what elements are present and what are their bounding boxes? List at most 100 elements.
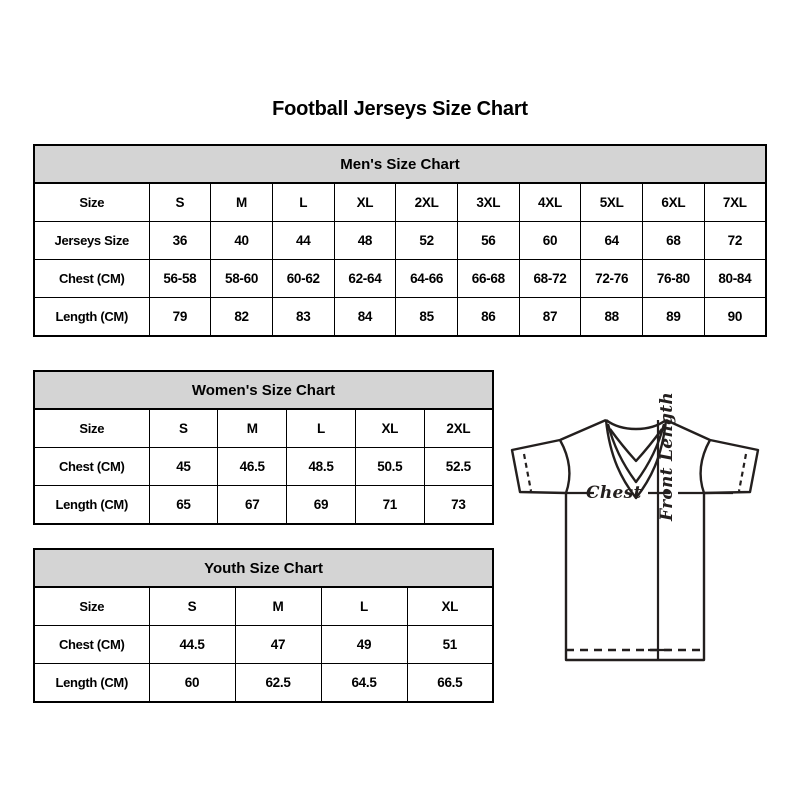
- diagram-front-length-label: Front Length: [657, 391, 677, 521]
- youth-chart-caption: Youth Size Chart: [33, 548, 494, 588]
- table-cell: 72-76: [580, 259, 643, 298]
- table-row: Size S M L XL: [33, 586, 494, 626]
- table-cell: 65: [148, 485, 219, 525]
- table-row: Chest (CM) 44.5 47 49 51: [33, 625, 494, 664]
- table-cell: 50.5: [354, 447, 425, 486]
- table-cell: 58-60: [210, 259, 273, 298]
- table-cell: L: [286, 408, 356, 448]
- table-row: Length (CM) 65 67 69 71 73: [33, 485, 494, 525]
- table-cell: 56: [456, 221, 520, 260]
- womens-chart-caption: Women's Size Chart: [33, 370, 494, 410]
- table-caption-row: Men's Size Chart: [33, 144, 767, 184]
- table-cell: 2XL: [395, 182, 458, 222]
- table-cell: 56-58: [148, 259, 212, 298]
- table-row: Chest (CM) 56-58 58-60 60-62 62-64 64-66…: [33, 259, 767, 298]
- table-cell: 86: [456, 297, 520, 337]
- table-cell: 67: [217, 485, 288, 525]
- table-cell: 44.5: [148, 625, 236, 664]
- row-label: Chest (CM): [33, 447, 150, 486]
- table-cell: 49: [320, 625, 408, 664]
- table-cell: 64: [580, 221, 643, 260]
- table-cell: 40: [210, 221, 273, 260]
- table-cell: 36: [148, 221, 212, 260]
- table-row: Jerseys Size 36 40 44 48 52 56 60 64 68 …: [33, 221, 767, 260]
- table-cell: L: [271, 182, 335, 222]
- table-cell: 71: [354, 485, 425, 525]
- womens-size-chart-table: Women's Size Chart Size S M L XL 2XL Che…: [33, 370, 494, 525]
- table-cell: 68-72: [518, 259, 582, 298]
- table-cell: 89: [642, 297, 705, 337]
- table-cell: 45: [148, 447, 219, 486]
- table-cell: S: [148, 182, 212, 222]
- table-cell: 83: [271, 297, 335, 337]
- table-cell: 60-62: [271, 259, 335, 298]
- table-cell: 46.5: [217, 447, 288, 486]
- table-cell: L: [320, 586, 408, 626]
- table-cell: XL: [354, 408, 425, 448]
- table-cell: 69: [286, 485, 356, 525]
- mens-chart-caption: Men's Size Chart: [33, 144, 767, 184]
- table-cell: 73: [423, 485, 494, 525]
- table-cell: 62-64: [333, 259, 397, 298]
- table-cell: 4XL: [518, 182, 582, 222]
- table-caption-row: Women's Size Chart: [33, 370, 494, 410]
- table-cell: 68: [642, 221, 705, 260]
- mens-size-chart-table: Men's Size Chart Size S M L XL 2XL 3XL 4…: [33, 144, 767, 337]
- table-cell: 3XL: [456, 182, 520, 222]
- youth-size-chart-table: Youth Size Chart Size S M L XL Chest (CM…: [33, 548, 495, 703]
- table-caption-row: Youth Size Chart: [33, 548, 494, 588]
- table-cell: 90: [703, 297, 767, 337]
- table-cell: 84: [333, 297, 397, 337]
- table-row: Length (CM) 60 62.5 64.5 66.5: [33, 663, 494, 703]
- table-cell: M: [217, 408, 288, 448]
- table-cell: 79: [148, 297, 212, 337]
- diagram-chest-label: Chest: [586, 483, 642, 503]
- table-cell: 60: [518, 221, 582, 260]
- table-row: Chest (CM) 45 46.5 48.5 50.5 52.5: [33, 447, 494, 486]
- table-cell: 2XL: [423, 408, 494, 448]
- row-label: Length (CM): [33, 485, 150, 525]
- table-cell: S: [148, 408, 219, 448]
- table-cell: 87: [518, 297, 582, 337]
- table-cell: 62.5: [234, 663, 322, 703]
- table-cell: XL: [406, 586, 494, 626]
- row-label: Size: [33, 408, 150, 448]
- page-title: Football Jerseys Size Chart: [272, 98, 528, 120]
- row-label: Size: [33, 586, 150, 626]
- table-cell: 76-80: [642, 259, 705, 298]
- row-label: Jerseys Size: [33, 221, 150, 260]
- table-cell: 48: [333, 221, 397, 260]
- table-cell: 47: [234, 625, 322, 664]
- table-cell: XL: [333, 182, 397, 222]
- table-cell: 52: [395, 221, 458, 260]
- table-cell: 85: [395, 297, 458, 337]
- table-row: Size S M L XL 2XL 3XL 4XL 5XL 6XL 7XL: [33, 182, 767, 222]
- table-cell: 7XL: [703, 182, 767, 222]
- table-cell: 6XL: [642, 182, 705, 222]
- table-cell: 64-66: [395, 259, 458, 298]
- table-cell: 88: [580, 297, 643, 337]
- table-cell: 60: [148, 663, 236, 703]
- table-cell: 66.5: [406, 663, 494, 703]
- table-cell: S: [148, 586, 236, 626]
- row-label: Length (CM): [33, 663, 150, 703]
- table-row: Length (CM) 79 82 83 84 85 86 87 88 89 9…: [33, 297, 767, 337]
- table-cell: 51: [406, 625, 494, 664]
- table-cell: 5XL: [580, 182, 643, 222]
- row-label: Size: [33, 182, 150, 222]
- table-cell: 82: [210, 297, 273, 337]
- jersey-diagram: [498, 388, 770, 688]
- table-cell: 48.5: [286, 447, 356, 486]
- table-cell: M: [234, 586, 322, 626]
- row-label: Length (CM): [33, 297, 150, 337]
- table-row: Size S M L XL 2XL: [33, 408, 494, 448]
- table-cell: 64.5: [320, 663, 408, 703]
- v-neck-jersey-icon: [510, 418, 760, 662]
- table-cell: M: [210, 182, 273, 222]
- table-cell: 72: [703, 221, 767, 260]
- table-cell: 80-84: [703, 259, 767, 298]
- row-label: Chest (CM): [33, 625, 150, 664]
- row-label: Chest (CM): [33, 259, 150, 298]
- table-cell: 66-68: [456, 259, 520, 298]
